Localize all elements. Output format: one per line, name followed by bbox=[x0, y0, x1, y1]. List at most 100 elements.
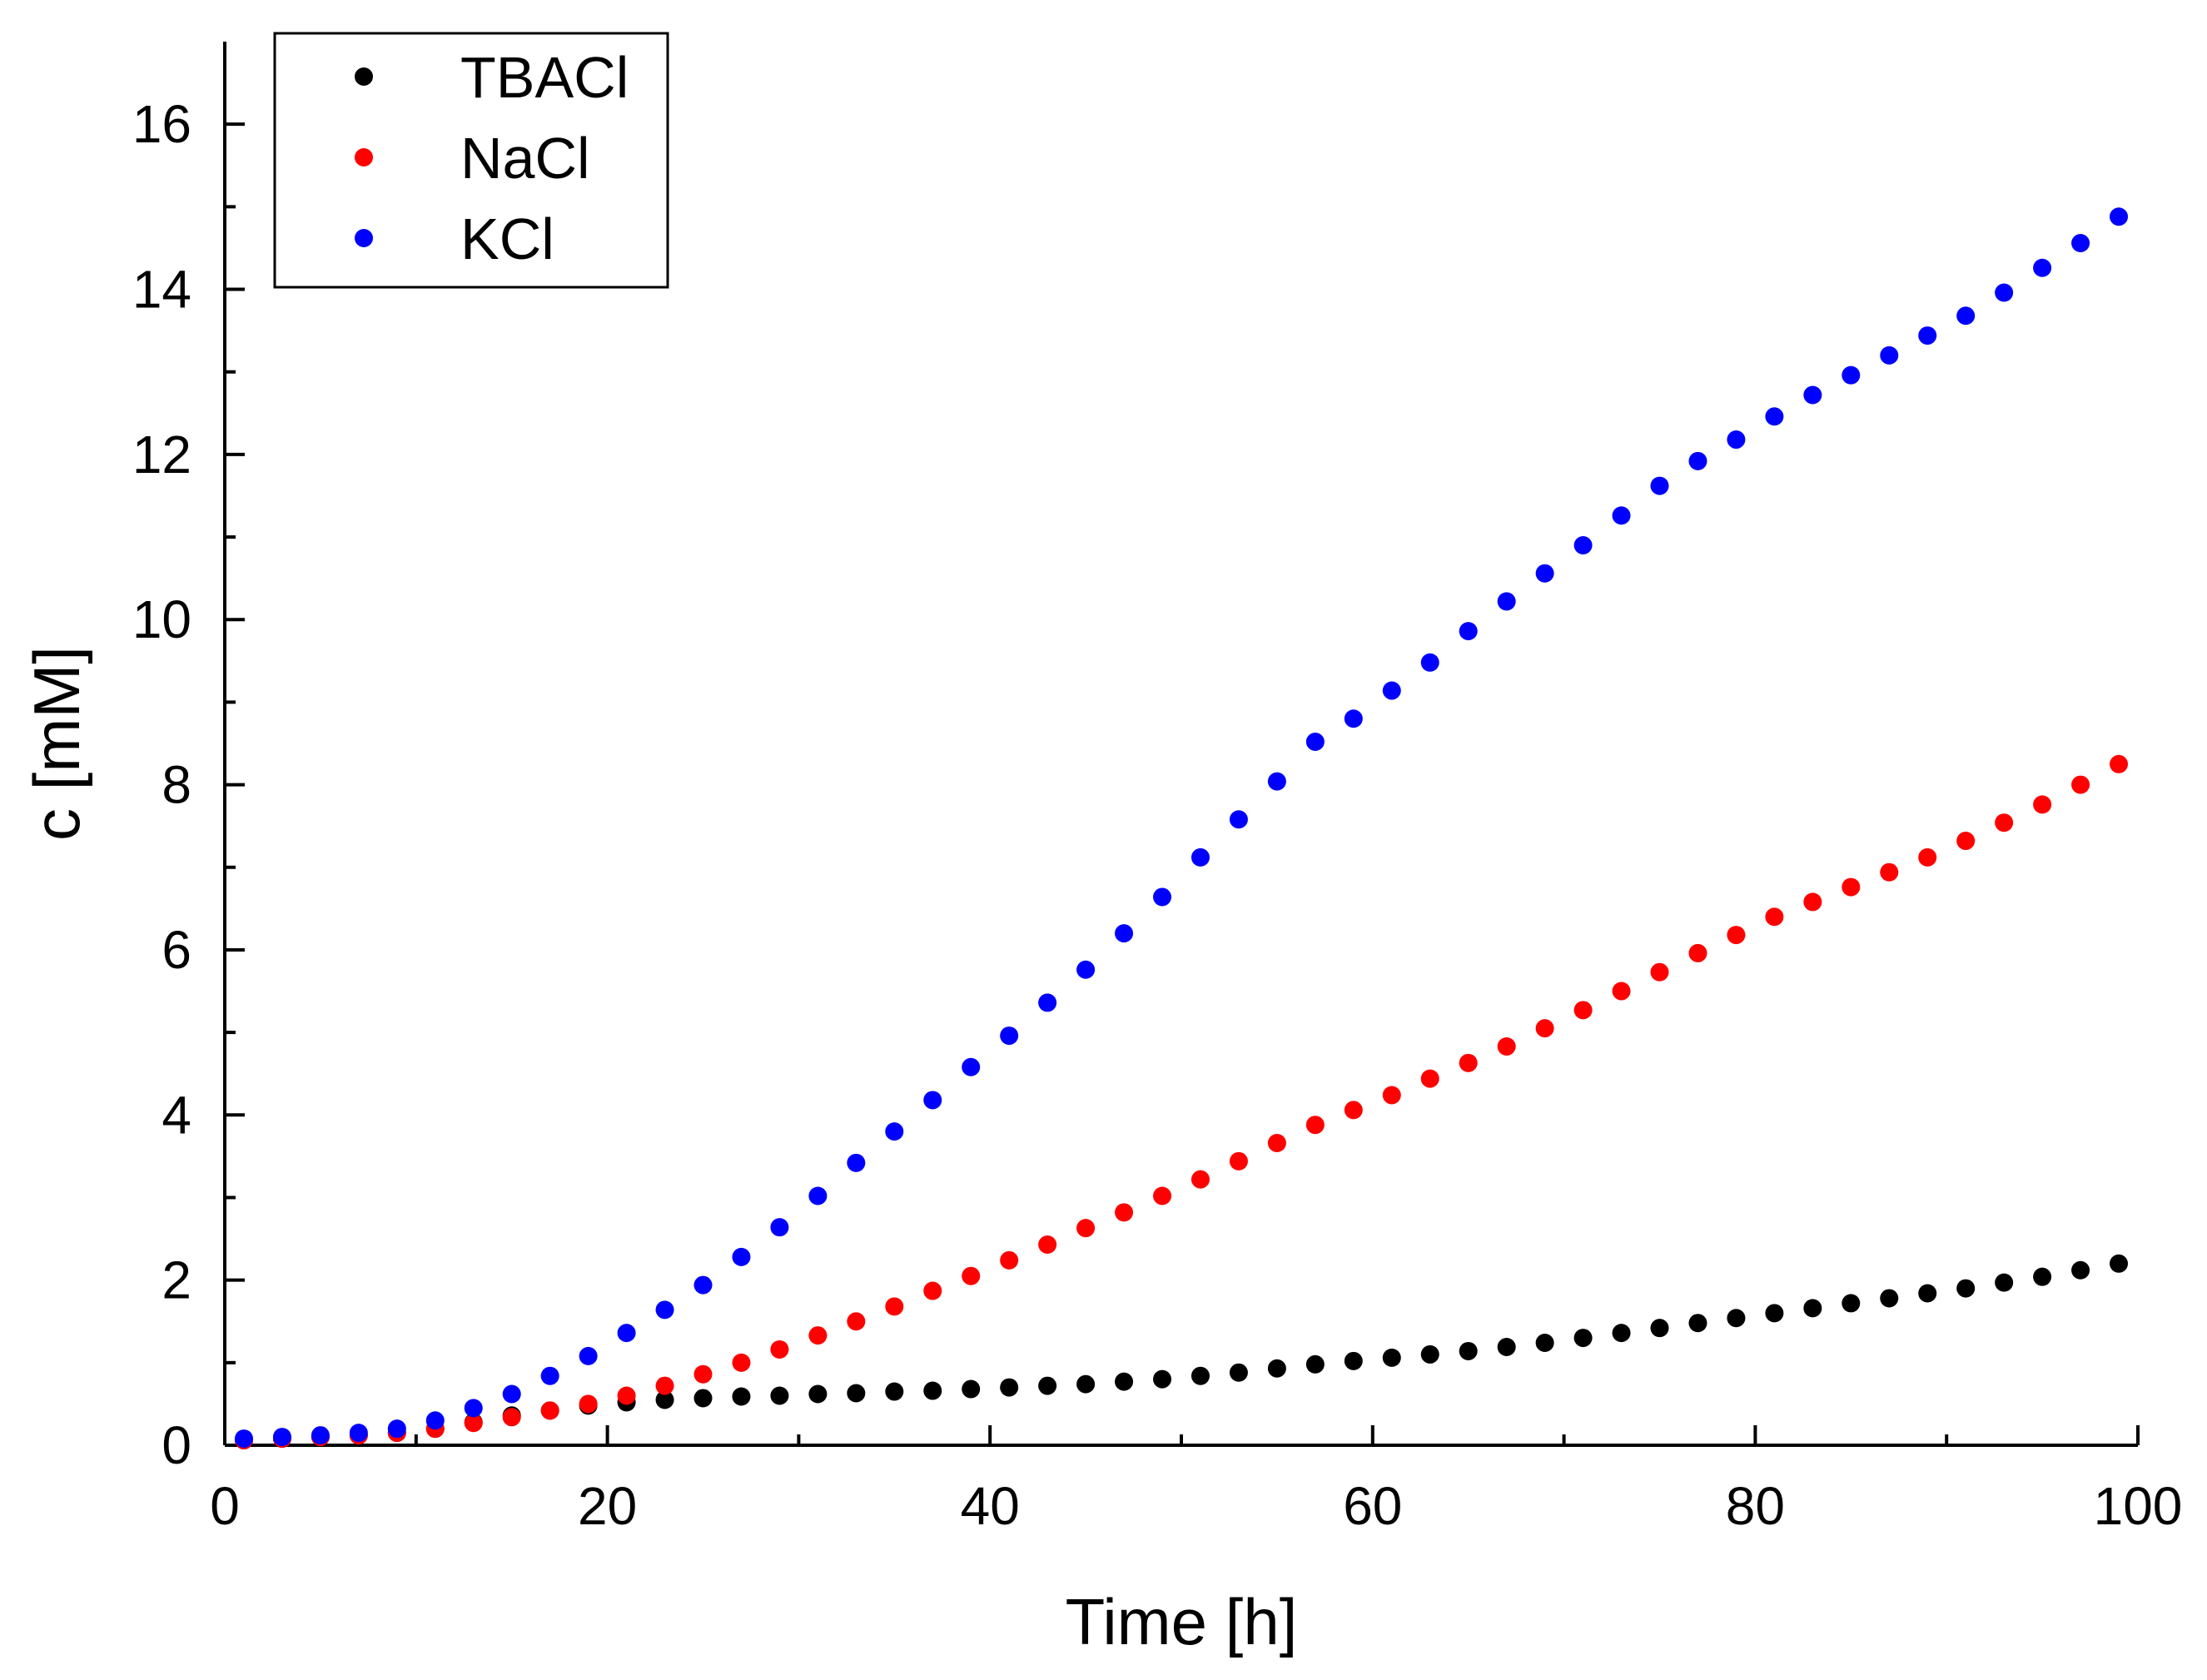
legend-marker-KCl bbox=[355, 229, 373, 247]
point-KCl-1 bbox=[234, 1429, 253, 1449]
legend-label-TBACl: TBACl bbox=[460, 45, 629, 110]
point-TBACl-69 bbox=[1535, 1334, 1554, 1353]
point-KCl-67 bbox=[1497, 592, 1516, 611]
point-NaCl-87 bbox=[1880, 862, 1899, 882]
y-tick-label-6: 6 bbox=[162, 920, 191, 980]
point-TBACl-29 bbox=[770, 1386, 789, 1405]
point-TBACl-99 bbox=[2110, 1254, 2129, 1273]
point-TBACl-47 bbox=[1115, 1372, 1134, 1391]
point-KCl-23 bbox=[655, 1300, 674, 1320]
legend-label-NaCl: NaCl bbox=[460, 126, 590, 191]
point-TBACl-91 bbox=[1956, 1279, 1976, 1298]
x-tick-label-40: 40 bbox=[961, 1476, 1020, 1536]
point-KCl-55 bbox=[1267, 772, 1286, 791]
point-KCl-3 bbox=[272, 1428, 291, 1447]
x-axis-ticks: 0 20 40 60 80 100 bbox=[210, 1425, 2182, 1536]
point-KCl-31 bbox=[808, 1186, 828, 1205]
point-KCl-81 bbox=[1765, 407, 1784, 426]
point-KCl-49 bbox=[1153, 887, 1172, 907]
point-NaCl-63 bbox=[1420, 1069, 1439, 1088]
point-NaCl-51 bbox=[1190, 1170, 1210, 1189]
point-NaCl-61 bbox=[1382, 1086, 1401, 1105]
point-NaCl-39 bbox=[962, 1266, 981, 1285]
point-TBACl-81 bbox=[1765, 1304, 1784, 1323]
legend-label-KCl: KCl bbox=[460, 206, 554, 271]
point-NaCl-77 bbox=[1688, 943, 1707, 962]
point-KCl-9 bbox=[387, 1419, 406, 1439]
point-NaCl-99 bbox=[2110, 754, 2129, 773]
point-KCl-57 bbox=[1305, 733, 1325, 752]
point-NaCl-97 bbox=[2071, 775, 2090, 794]
point-KCl-85 bbox=[1842, 365, 1861, 385]
point-TBACl-95 bbox=[2033, 1267, 2052, 1286]
point-KCl-27 bbox=[732, 1247, 751, 1266]
point-KCl-79 bbox=[1727, 430, 1746, 450]
point-TBACl-43 bbox=[1038, 1376, 1057, 1395]
point-NaCl-65 bbox=[1459, 1053, 1478, 1072]
point-KCl-51 bbox=[1190, 847, 1210, 867]
point-NaCl-69 bbox=[1535, 1019, 1554, 1038]
y-tick-label-4: 4 bbox=[162, 1085, 191, 1145]
point-KCl-59 bbox=[1344, 709, 1363, 728]
point-KCl-41 bbox=[1000, 1026, 1019, 1046]
x-tick-label-80: 80 bbox=[1726, 1476, 1785, 1536]
point-KCl-89 bbox=[1918, 326, 1937, 345]
point-KCl-63 bbox=[1420, 653, 1439, 672]
point-KCl-83 bbox=[1803, 385, 1822, 405]
point-TBACl-67 bbox=[1497, 1337, 1516, 1356]
point-TBACl-87 bbox=[1880, 1289, 1899, 1308]
point-NaCl-73 bbox=[1612, 982, 1631, 1001]
point-KCl-61 bbox=[1382, 681, 1401, 700]
x-tick-label-0: 0 bbox=[210, 1476, 240, 1536]
y-tick-label-12: 12 bbox=[132, 425, 191, 485]
point-NaCl-13 bbox=[464, 1414, 483, 1433]
point-NaCl-71 bbox=[1573, 1001, 1593, 1020]
point-KCl-87 bbox=[1880, 345, 1899, 365]
point-NaCl-49 bbox=[1153, 1186, 1172, 1205]
y-axis-label: c [mM] bbox=[20, 646, 93, 841]
x-axis-label: Time [h] bbox=[1066, 1585, 1298, 1658]
point-NaCl-45 bbox=[1076, 1219, 1096, 1238]
point-TBACl-73 bbox=[1612, 1324, 1631, 1343]
point-NaCl-91 bbox=[1956, 832, 1976, 851]
point-KCl-45 bbox=[1076, 960, 1096, 979]
point-TBACl-37 bbox=[923, 1381, 942, 1400]
point-NaCl-55 bbox=[1267, 1134, 1286, 1153]
point-KCl-13 bbox=[464, 1399, 483, 1418]
point-NaCl-19 bbox=[579, 1394, 598, 1414]
point-NaCl-81 bbox=[1765, 907, 1784, 927]
point-KCl-47 bbox=[1115, 924, 1134, 943]
point-NaCl-27 bbox=[732, 1353, 751, 1372]
legend-marker-NaCl bbox=[355, 148, 373, 167]
point-NaCl-95 bbox=[2033, 795, 2052, 814]
point-TBACl-39 bbox=[962, 1379, 981, 1399]
point-TBACl-83 bbox=[1803, 1299, 1822, 1318]
point-TBACl-33 bbox=[847, 1384, 866, 1403]
y-tick-label-10: 10 bbox=[132, 589, 191, 649]
point-NaCl-47 bbox=[1115, 1203, 1134, 1222]
point-NaCl-29 bbox=[770, 1340, 789, 1359]
point-TBACl-77 bbox=[1688, 1314, 1707, 1333]
point-NaCl-37 bbox=[923, 1281, 942, 1300]
point-TBACl-45 bbox=[1076, 1374, 1096, 1394]
point-KCl-77 bbox=[1688, 451, 1707, 470]
legend-box bbox=[273, 32, 669, 289]
point-TBACl-23 bbox=[655, 1390, 674, 1409]
point-KCl-73 bbox=[1612, 506, 1631, 525]
y-tick-label-16: 16 bbox=[132, 94, 191, 154]
point-TBACl-27 bbox=[732, 1387, 751, 1406]
legend: TBACl NaCl KCl bbox=[273, 32, 669, 289]
point-KCl-65 bbox=[1459, 622, 1478, 641]
data-points bbox=[234, 207, 2129, 1450]
point-KCl-21 bbox=[617, 1324, 636, 1343]
point-KCl-91 bbox=[1956, 306, 1976, 326]
point-KCl-25 bbox=[693, 1275, 713, 1295]
point-NaCl-23 bbox=[655, 1376, 674, 1395]
point-KCl-29 bbox=[770, 1218, 789, 1237]
point-KCl-35 bbox=[885, 1122, 904, 1141]
point-TBACl-51 bbox=[1190, 1366, 1210, 1385]
point-TBACl-59 bbox=[1344, 1351, 1363, 1370]
point-KCl-43 bbox=[1038, 993, 1057, 1012]
point-TBACl-41 bbox=[1000, 1378, 1019, 1397]
